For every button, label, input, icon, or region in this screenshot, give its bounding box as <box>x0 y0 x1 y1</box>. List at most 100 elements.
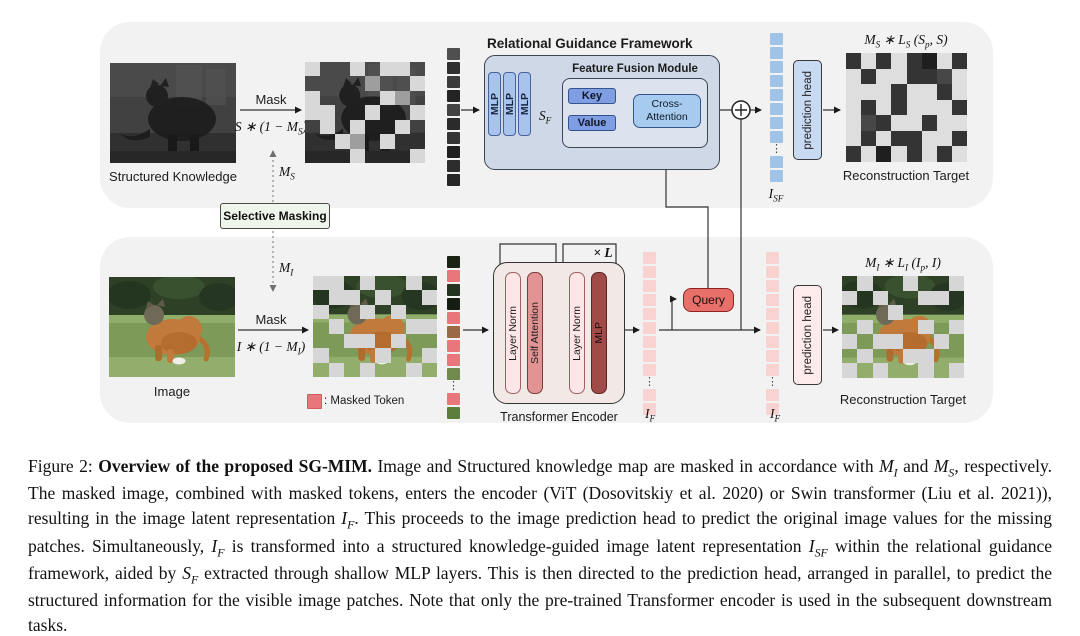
mask-cell <box>350 119 365 135</box>
token-cell <box>447 90 460 102</box>
mask-cell <box>359 304 375 320</box>
mask-cell <box>857 348 873 364</box>
mask-cell <box>406 305 422 319</box>
mask-cell <box>313 319 329 333</box>
mask-cell <box>903 334 918 349</box>
mask-cell <box>846 69 861 85</box>
token-cell <box>643 403 656 415</box>
mask-cell <box>949 305 964 320</box>
mask-cell <box>857 334 872 349</box>
mask-cell <box>335 120 350 134</box>
mlp-bar: MLP <box>591 272 607 394</box>
mask-cell <box>390 333 406 349</box>
masked-token-swatch-icon <box>307 394 322 409</box>
mask-cell <box>335 62 350 76</box>
ellipsis-dots: ⋮ <box>448 380 459 392</box>
mask-cell <box>937 100 952 116</box>
mask-cell <box>395 134 410 148</box>
prediction-head-top: prediction head <box>793 60 822 160</box>
mlp-layer-3: MLP <box>518 72 531 136</box>
mask-cell <box>921 68 937 85</box>
mask-cell <box>320 119 335 135</box>
layer-norm-bar-2: Layer Norm <box>569 272 585 394</box>
mask-cell <box>857 363 872 378</box>
figure-caption: Figure 2: Overview of the proposed SG-MI… <box>28 456 1053 636</box>
mask-cell <box>320 105 335 120</box>
mask-formula-bottom: I ∗ (1 − MI) <box>236 339 306 357</box>
mask-cell <box>903 305 918 320</box>
mask-cell <box>350 134 365 149</box>
mask-cell <box>948 319 964 335</box>
mask-cell <box>873 276 888 291</box>
mask-cell <box>395 62 410 77</box>
mask-cell <box>329 334 345 348</box>
mask-cell <box>907 84 922 100</box>
if-label-mid: IF <box>644 406 656 424</box>
image-token-column: ⋮ <box>447 256 460 419</box>
mask-cell <box>842 320 857 335</box>
mask-cell <box>842 305 857 320</box>
mask-cell <box>872 290 888 306</box>
token-cell <box>643 336 656 348</box>
mask-cell <box>876 146 892 162</box>
structured-token-column <box>447 48 460 186</box>
image-input <box>109 277 235 377</box>
mask-cell <box>922 100 937 116</box>
mask-cell <box>936 68 952 85</box>
mask-variable-mi: MI <box>279 260 294 278</box>
token-cell <box>447 340 460 352</box>
token-cell <box>643 322 656 334</box>
mask-cell <box>380 90 395 106</box>
mask-action-label-bottom: Mask <box>255 312 287 327</box>
mask-cell <box>918 319 934 335</box>
mask-cell <box>857 319 873 335</box>
mask-cell <box>335 105 350 119</box>
token-cell <box>447 62 460 74</box>
mask-cell <box>861 99 877 116</box>
mask-cell <box>335 149 350 163</box>
mask-cell <box>951 99 967 116</box>
token-cell <box>447 76 460 88</box>
mask-cell <box>344 305 360 319</box>
mask-cell <box>359 276 375 291</box>
mask-cell <box>305 105 320 120</box>
mask-cell <box>888 349 903 364</box>
times-l-label: × L <box>593 245 613 260</box>
reconstruction-target-label-bottom: Reconstruction Target <box>839 392 967 407</box>
token-cell <box>643 294 656 306</box>
image-reconstruction-target <box>842 276 964 378</box>
mask-cell <box>922 84 937 100</box>
mask-cell <box>421 319 437 334</box>
mask-cell <box>906 68 922 85</box>
mask-cell <box>410 91 425 105</box>
mask-cell <box>395 149 410 163</box>
mask-cell <box>861 115 877 131</box>
mask-cell <box>952 115 967 131</box>
token-cell <box>766 252 779 264</box>
mask-cell <box>921 53 937 69</box>
mask-cell <box>391 348 407 362</box>
mask-cell <box>313 363 329 377</box>
mask-cell <box>857 276 873 291</box>
mask-cell <box>360 348 376 362</box>
token-cell <box>766 364 779 376</box>
token-cell <box>770 75 783 87</box>
mask-cell <box>380 134 395 149</box>
mask-cell <box>395 76 410 90</box>
token-cell <box>643 280 656 292</box>
mask-cell <box>410 148 425 163</box>
mask-cell <box>872 334 888 349</box>
mask-cell <box>933 290 949 306</box>
mask-cell <box>861 53 876 69</box>
token-cell <box>770 33 783 45</box>
token-cell <box>766 294 779 306</box>
self-attention-bar: Self Attention <box>527 272 543 394</box>
mask-cell <box>365 76 380 91</box>
mask-cell <box>305 134 320 148</box>
mask-cell <box>406 334 422 348</box>
mask-cell <box>375 363 391 377</box>
mask-cell <box>320 134 335 148</box>
mask-cell <box>907 115 922 131</box>
if-token-column-out: ⋮ <box>766 252 779 415</box>
